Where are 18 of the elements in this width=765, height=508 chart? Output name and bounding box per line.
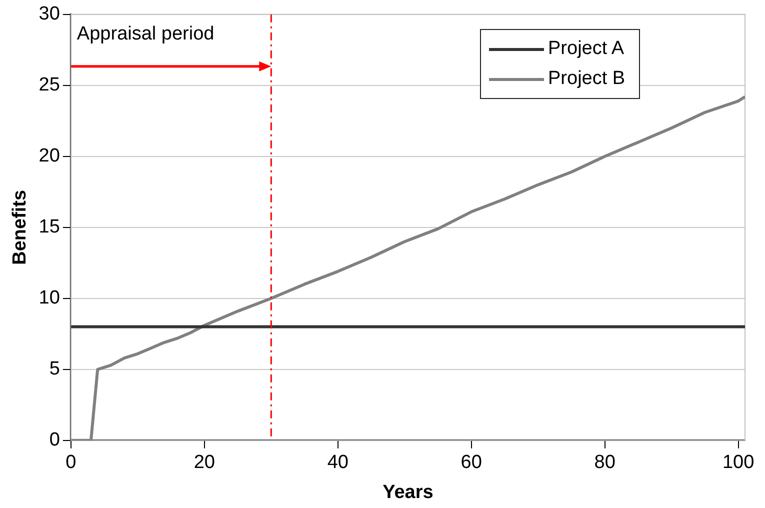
x-axis-title: Years: [382, 482, 434, 503]
ref-line-label: Appraisal period: [76, 24, 214, 45]
y-tick-label: 20: [38, 146, 60, 167]
x-tick-label: 20: [194, 452, 215, 474]
legend-label: Project A: [548, 38, 624, 60]
y-tick-label: 10: [38, 288, 60, 309]
x-tick-label: 100: [722, 452, 754, 474]
y-tick-label: 25: [38, 74, 60, 96]
x-tick-label: 80: [594, 452, 616, 474]
y-tick-label: 0: [49, 430, 60, 451]
y-tick-label: 5: [49, 358, 60, 380]
x-tick-label: 40: [327, 452, 348, 474]
y-axis-title: Benefits: [10, 190, 31, 265]
legend-label: Project B: [548, 68, 626, 90]
x-tick-label: 60: [460, 452, 482, 474]
y-tick-label: 15: [38, 216, 60, 238]
y-tick-label: 30: [38, 4, 60, 25]
x-tick-label: 0: [66, 452, 76, 474]
